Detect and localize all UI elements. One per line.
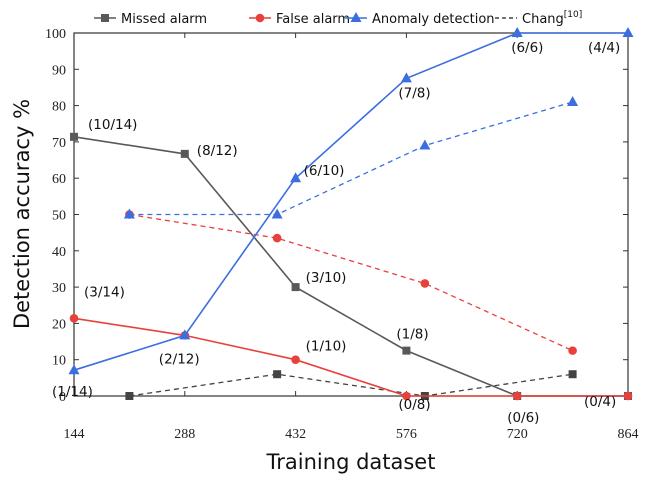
point-label: (0/6) bbox=[507, 410, 539, 426]
data-point bbox=[69, 314, 79, 323]
x-tick-label: 288 bbox=[174, 427, 195, 442]
data-point bbox=[290, 172, 302, 183]
series-line bbox=[129, 101, 573, 216]
data-point bbox=[623, 391, 633, 401]
data-point bbox=[125, 392, 134, 400]
data-point bbox=[419, 139, 431, 150]
y-tick-label: 20 bbox=[52, 317, 66, 332]
data-point bbox=[123, 208, 135, 219]
data-point bbox=[273, 370, 282, 379]
y-axis-title: Detection accuracy % bbox=[10, 99, 34, 329]
data-point bbox=[622, 27, 634, 37]
point-label: (3/10) bbox=[306, 270, 347, 286]
series-5 bbox=[123, 95, 579, 219]
series-line bbox=[129, 213, 573, 352]
legend-swatch-marker bbox=[350, 12, 362, 22]
point-label: (3/14) bbox=[84, 284, 125, 300]
point-label: (1/10) bbox=[306, 339, 347, 355]
legend-item-0: Missed alarm bbox=[94, 12, 207, 27]
data-point bbox=[179, 329, 191, 340]
data-point bbox=[70, 132, 78, 141]
data-point bbox=[272, 233, 282, 243]
point-label: (1/8) bbox=[396, 327, 428, 343]
y-tick-label: 80 bbox=[52, 100, 66, 115]
point-label: (0/4) bbox=[584, 394, 616, 410]
legend-label: Anomaly detection bbox=[372, 12, 495, 27]
data-point bbox=[402, 391, 411, 401]
point-label: (0/8) bbox=[398, 397, 430, 413]
x-axis-title: Training dataset bbox=[266, 450, 436, 474]
axes: 0 10 20 30 40 50 60 70 80 90 100 144 288 432 576 720 864 bbox=[45, 27, 639, 442]
y-tick-label: 30 bbox=[52, 281, 66, 296]
legend: Missed alarm False alarm Anomaly detection… bbox=[94, 10, 582, 27]
y-tick-label: 90 bbox=[52, 63, 66, 78]
x-tick-label: 576 bbox=[396, 427, 417, 442]
point-label: (6/6) bbox=[511, 40, 543, 56]
data-point bbox=[291, 355, 300, 365]
y-tick-label: 40 bbox=[52, 245, 66, 260]
data-point bbox=[271, 208, 283, 219]
y-tick-label: 70 bbox=[52, 136, 66, 151]
y-tick-label: 50 bbox=[52, 209, 66, 224]
data-point bbox=[420, 279, 430, 288]
legend-label: Missed alarm bbox=[121, 12, 207, 27]
y-tick-label: 100 bbox=[45, 27, 66, 42]
data-point bbox=[512, 391, 522, 401]
x-tick-label: 864 bbox=[618, 427, 639, 442]
series-layer bbox=[68, 27, 634, 401]
point-label: (10/14) bbox=[88, 117, 137, 133]
series-line bbox=[73, 32, 628, 371]
legend-item-2: Anomaly detection bbox=[345, 12, 495, 27]
data-point bbox=[511, 27, 523, 37]
legend-item-1: False alarm bbox=[249, 12, 350, 27]
point-label: (1/14) bbox=[52, 384, 93, 400]
y-tick-label: 60 bbox=[52, 172, 66, 187]
y-tick-label: 10 bbox=[52, 354, 66, 369]
point-label: (8/12) bbox=[197, 143, 238, 159]
point-label: (4/4) bbox=[588, 40, 620, 56]
data-point bbox=[291, 283, 300, 292]
data-point bbox=[568, 346, 577, 355]
data-point bbox=[400, 72, 412, 83]
point-labels: (10/14) (8/12) (3/10) (1/8) (0/6) (0/4) (3/14)… bbox=[52, 40, 620, 426]
series-line bbox=[73, 317, 628, 397]
x-tick-label: 432 bbox=[285, 427, 306, 442]
data-point bbox=[402, 346, 411, 355]
data-point bbox=[68, 364, 80, 375]
point-label: (7/8) bbox=[398, 85, 430, 101]
y-tick-label: 0 bbox=[59, 390, 66, 405]
series-line bbox=[129, 373, 573, 397]
legend-swatch-marker bbox=[255, 13, 265, 23]
point-label: (6/10) bbox=[304, 163, 345, 179]
legend-label-superscript: [10] bbox=[564, 10, 582, 20]
data-point bbox=[567, 95, 579, 106]
point-label: (2/12) bbox=[159, 351, 200, 367]
legend-label: False alarm bbox=[276, 12, 350, 27]
data-point bbox=[568, 370, 577, 379]
x-tick-label: 144 bbox=[64, 427, 85, 442]
series-2 bbox=[68, 27, 634, 375]
x-tick-label: 720 bbox=[507, 427, 528, 442]
legend-swatch-marker bbox=[101, 14, 109, 22]
data-point bbox=[180, 149, 189, 158]
